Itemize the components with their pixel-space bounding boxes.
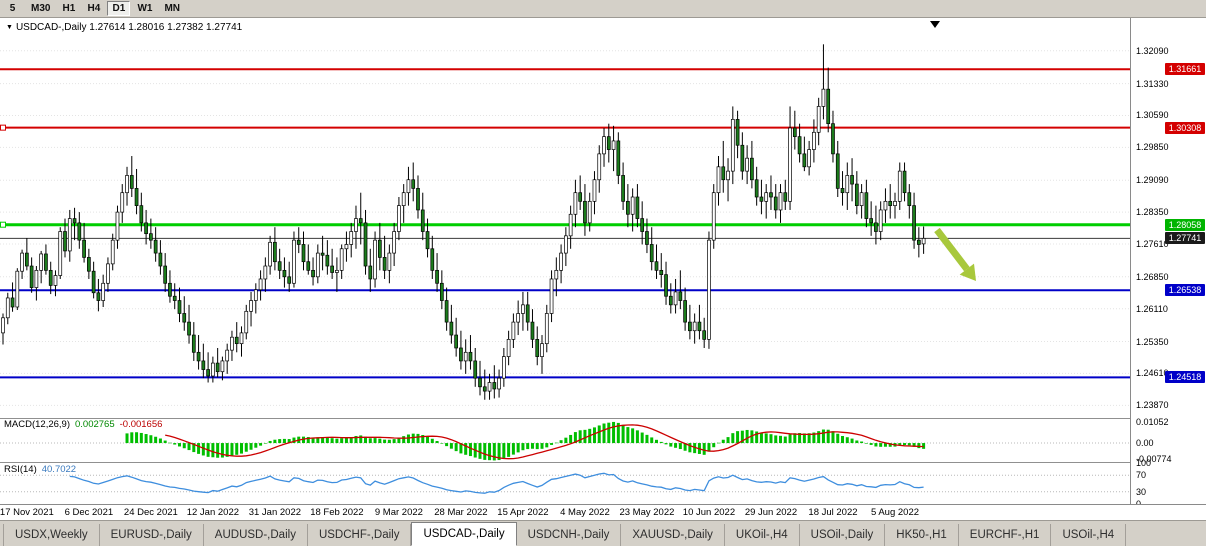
date-label: 31 Jan 2022 bbox=[248, 507, 302, 518]
price-tick: 1.32090 bbox=[1136, 45, 1169, 56]
date-label: 4 May 2022 bbox=[560, 507, 610, 518]
chart-tab-usdcnh-daily[interactable]: USDCNH-,Daily bbox=[517, 524, 622, 546]
date-label: 12 Jan 2022 bbox=[186, 507, 240, 518]
macd-main-value: 0.002765 bbox=[75, 419, 115, 430]
chart-tab-usoil-daily[interactable]: USOil-,Daily bbox=[800, 524, 886, 546]
chart-tab-usdcad-daily[interactable]: USDCAD-,Daily bbox=[411, 522, 517, 546]
macd-scale-tick: -0.00774 bbox=[1136, 453, 1172, 464]
chart-tab-eurusd-daily[interactable]: EURUSD-,Daily bbox=[100, 524, 204, 546]
date-label: 15 Apr 2022 bbox=[497, 507, 549, 518]
rsi-name: RSI(14) bbox=[4, 464, 37, 475]
price-tick: 1.29090 bbox=[1136, 175, 1169, 186]
macd-scale-tick: 0.01052 bbox=[1136, 416, 1169, 427]
chart-symbol-period: USDCAD-,Daily bbox=[15, 22, 87, 33]
chart-tab-usdchf-daily[interactable]: USDCHF-,Daily bbox=[308, 524, 412, 546]
date-label: 29 Jun 2022 bbox=[744, 507, 798, 518]
chart-title-overlay: ▼ USDCAD-,Daily 1.27614 1.28016 1.27382 1… bbox=[6, 22, 242, 33]
date-label: 6 Dec 2021 bbox=[64, 507, 114, 518]
macd-scale-tick: 0.00 bbox=[1136, 438, 1154, 449]
price-level-badge: 1.27741 bbox=[1165, 232, 1205, 245]
chart-area: 1.32090 1.31330 1.30590 1.29850 1.29090 1.283… bbox=[0, 18, 1206, 520]
rsi-indicator-label: RSI(14) 40.7022 bbox=[4, 464, 76, 475]
timeframe-button-5[interactable]: 5 bbox=[9, 3, 16, 14]
rsi-scale-tick: 70 bbox=[1136, 470, 1147, 481]
price-level-badge: 1.24518 bbox=[1165, 371, 1205, 384]
date-label: 24 Dec 2021 bbox=[123, 507, 178, 518]
timeframe-button-mn[interactable]: MN bbox=[164, 3, 181, 14]
chart-tab-hk50-h1[interactable]: HK50-,H1 bbox=[885, 524, 959, 546]
price-level-badge: 1.28058 bbox=[1165, 218, 1205, 231]
rsi-value: 40.7022 bbox=[41, 464, 77, 475]
price-axis[interactable]: 1.32090 1.31330 1.30590 1.29850 1.29090 1.283… bbox=[1130, 18, 1206, 509]
price-level-badge: 1.30308 bbox=[1165, 121, 1205, 134]
price-level-badge: 1.26538 bbox=[1165, 284, 1205, 297]
macd-name: MACD(12,26,9) bbox=[4, 419, 70, 430]
price-level-badge: 1.31661 bbox=[1165, 63, 1205, 76]
rsi-scale-tick: 100 bbox=[1136, 458, 1152, 468]
price-tick: 1.27610 bbox=[1136, 239, 1169, 250]
date-label: 5 Aug 2022 bbox=[870, 507, 920, 518]
price-tick: 1.26110 bbox=[1136, 303, 1168, 314]
date-label: 10 Jun 2022 bbox=[682, 507, 736, 518]
timeframe-button-h4[interactable]: H4 bbox=[87, 3, 101, 14]
price-tick: 1.24610 bbox=[1136, 368, 1169, 379]
symbol-dropdown-icon[interactable]: ▼ bbox=[6, 24, 13, 31]
price-tick: 1.31330 bbox=[1136, 78, 1169, 89]
price-tick: 1.26850 bbox=[1136, 271, 1169, 282]
date-label: 17 Nov 2021 bbox=[0, 507, 54, 518]
price-tick: 1.30590 bbox=[1136, 110, 1169, 121]
date-label: 23 May 2022 bbox=[619, 507, 675, 518]
price-tick: 1.28350 bbox=[1136, 207, 1169, 218]
rsi-scale-tick: 30 bbox=[1136, 486, 1147, 497]
chart-shift-marker bbox=[930, 21, 940, 28]
price-chart-canvas[interactable] bbox=[0, 18, 1130, 504]
chart-tab-audusd-daily[interactable]: AUDUSD-,Daily bbox=[204, 524, 308, 546]
chart-tab-xauusd-daily[interactable]: XAUUSD-,Daily bbox=[621, 524, 725, 546]
chart-tabs: USDX,Weekly EURUSD-,Daily AUDUSD-,Daily USD… bbox=[0, 520, 1206, 546]
price-tick: 1.25350 bbox=[1136, 336, 1169, 347]
timeframe-button-m30[interactable]: M30 bbox=[31, 3, 51, 14]
date-label: 18 Jul 2022 bbox=[808, 507, 858, 518]
date-label: 28 Mar 2022 bbox=[434, 507, 488, 518]
chart-tab-eurchf-h1[interactable]: EURCHF-,H1 bbox=[959, 524, 1052, 546]
date-label: 9 Mar 2022 bbox=[374, 507, 423, 518]
timeframe-button-h1[interactable]: H1 bbox=[62, 3, 76, 14]
macd-signal-value: -0.001656 bbox=[119, 419, 163, 430]
timeframe-button-d1[interactable]: D1 bbox=[107, 1, 131, 16]
price-tick: 1.23870 bbox=[1136, 400, 1169, 411]
timeframe-button-w1[interactable]: W1 bbox=[137, 3, 153, 14]
chart-tab-usoil-h4[interactable]: USOil-,H4 bbox=[1051, 524, 1127, 546]
price-tick: 1.29850 bbox=[1136, 142, 1169, 153]
chart-ohlc-values: 1.27614 1.28016 1.27382 1.27741 bbox=[89, 22, 243, 33]
macd-indicator-label: MACD(12,26,9) 0.002765 -0.001656 bbox=[4, 419, 162, 430]
chart-tab-usdx-weekly[interactable]: USDX,Weekly bbox=[3, 524, 100, 546]
timeframe-toolbar: 5 M30 H1 H4 D1 W1 MN bbox=[0, 0, 1206, 18]
date-label: 18 Feb 2022 bbox=[310, 507, 364, 518]
time-axis[interactable]: 17 Nov 2021 6 Dec 2021 24 Dec 2021 12 Jan 2… bbox=[0, 504, 1206, 520]
chart-tab-ukoil-h4[interactable]: UKOil-,H4 bbox=[725, 524, 800, 546]
sell-arrow-annotation bbox=[934, 227, 976, 281]
